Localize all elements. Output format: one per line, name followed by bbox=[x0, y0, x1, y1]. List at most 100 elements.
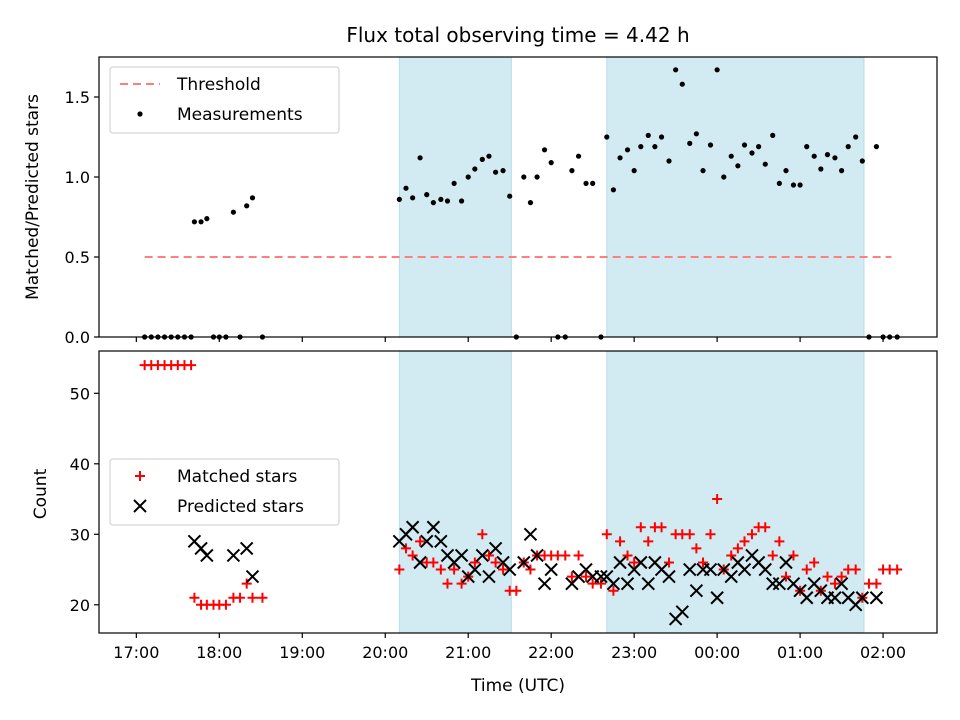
measurement-point bbox=[541, 147, 548, 153]
measurement-point bbox=[486, 153, 492, 159]
predicted-star-point bbox=[482, 569, 496, 584]
matched-star-point bbox=[186, 360, 197, 371]
measurement-point bbox=[438, 196, 444, 202]
matched-star-point bbox=[760, 522, 771, 533]
measurement-point bbox=[687, 140, 693, 146]
predicted-star-point bbox=[683, 562, 697, 577]
measurement-point bbox=[604, 134, 610, 140]
y-tick-label: 20 bbox=[70, 596, 90, 615]
predicted-star-point bbox=[468, 562, 482, 577]
matched-star-point bbox=[767, 550, 778, 561]
measurement-point bbox=[624, 147, 631, 153]
measurement-point bbox=[451, 180, 457, 186]
matched-star-point bbox=[394, 564, 405, 575]
predicted-star-point bbox=[634, 555, 648, 570]
matched-star-point bbox=[247, 592, 258, 603]
top-y-axis-label: Matched/Predicted stars bbox=[23, 94, 43, 300]
measurement-point bbox=[714, 67, 720, 73]
measurement-point bbox=[721, 174, 727, 180]
measurement-point bbox=[569, 168, 575, 174]
matched-star-point bbox=[801, 564, 812, 575]
predicted-star-point bbox=[613, 555, 627, 570]
predicted-star-point bbox=[523, 527, 538, 542]
predicted-star-point bbox=[828, 591, 842, 605]
predicted-star-point bbox=[737, 562, 752, 577]
x-tick-label: 22:00 bbox=[528, 643, 574, 662]
observing-span bbox=[398, 350, 512, 634]
predicted-star-point bbox=[703, 562, 718, 577]
top-panel: 0.0 0.5 1.0 1.5 Threshold Measurements bbox=[65, 56, 938, 347]
measurement-point bbox=[853, 134, 859, 140]
predicted-star-point bbox=[724, 569, 738, 584]
measurement-point bbox=[707, 142, 714, 148]
matched-star-point bbox=[400, 543, 411, 554]
measurement-point bbox=[770, 132, 776, 138]
matched-star-point bbox=[220, 599, 231, 610]
measurement-point bbox=[666, 158, 672, 164]
legend-label: Measurements bbox=[177, 105, 303, 125]
measurement-point bbox=[762, 161, 768, 167]
matched-star-point bbox=[829, 578, 840, 589]
measurement-point bbox=[631, 168, 637, 174]
measurement-point bbox=[617, 155, 623, 161]
matched-star-point bbox=[241, 578, 252, 589]
predicted-star-point bbox=[800, 591, 814, 605]
measurement-point bbox=[728, 153, 734, 159]
predicted-star-point bbox=[502, 562, 517, 577]
measurement-point bbox=[824, 152, 831, 158]
measurement-point bbox=[465, 174, 471, 180]
matched-star-point bbox=[490, 557, 501, 568]
matched-star-point bbox=[456, 578, 467, 589]
observing-span bbox=[606, 56, 865, 338]
axes-frame bbox=[98, 56, 938, 338]
measurement-point bbox=[575, 153, 582, 159]
measurement-point bbox=[191, 219, 198, 225]
measurement-point bbox=[859, 158, 865, 164]
measurement-point bbox=[590, 180, 596, 186]
measurement-point bbox=[396, 196, 402, 202]
matched-star-point bbox=[498, 564, 509, 575]
measurement-point bbox=[610, 187, 617, 193]
predicted-star-point bbox=[488, 541, 503, 556]
measurement-point bbox=[735, 163, 741, 169]
chart-title: Flux total observing time = 4.42 h bbox=[346, 23, 689, 47]
measurement-point bbox=[444, 198, 451, 204]
y-tick-label: 1.0 bbox=[65, 168, 90, 187]
predicted-star-point bbox=[420, 534, 434, 549]
predicted-star-point bbox=[537, 576, 552, 591]
measurement-point bbox=[673, 67, 679, 73]
y-tick-label: 0.0 bbox=[65, 328, 90, 347]
measurement-point bbox=[403, 185, 409, 191]
matched-star-point bbox=[442, 578, 453, 589]
measurement-point bbox=[658, 134, 665, 140]
matched-star-point bbox=[415, 536, 426, 547]
predicted-star-point bbox=[606, 576, 621, 591]
predicted-star-point bbox=[530, 548, 544, 563]
matched-star-point bbox=[871, 578, 882, 589]
x-axis-label: Time (UTC) bbox=[470, 676, 565, 696]
measurement-point bbox=[534, 174, 540, 180]
matched-star-point bbox=[573, 550, 584, 561]
matched-star-point bbox=[684, 529, 695, 540]
matched-star-point bbox=[726, 550, 737, 561]
y-tick-label: 50 bbox=[70, 384, 90, 403]
measurement-point bbox=[741, 142, 748, 148]
legend-label: Predicted stars bbox=[177, 497, 304, 517]
matched-star-point bbox=[788, 550, 799, 561]
legend-predicted-swatch bbox=[133, 499, 147, 513]
matched-star-point bbox=[601, 529, 612, 540]
predicted-star-point bbox=[239, 541, 254, 556]
measurement-point bbox=[638, 144, 644, 150]
matched-star-point bbox=[643, 536, 654, 547]
measurement-point bbox=[424, 192, 430, 198]
measurement-point bbox=[500, 168, 506, 174]
predicted-star-point bbox=[544, 562, 558, 577]
measurement-point bbox=[838, 168, 845, 174]
x-tick-label: 18:00 bbox=[196, 643, 242, 662]
legend-box bbox=[109, 66, 340, 134]
matched-star-point bbox=[712, 494, 723, 505]
matched-star-point bbox=[566, 571, 577, 582]
measurement-point bbox=[776, 180, 782, 186]
measurement-point bbox=[756, 144, 762, 150]
x-tick-label: 01:00 bbox=[777, 643, 823, 662]
